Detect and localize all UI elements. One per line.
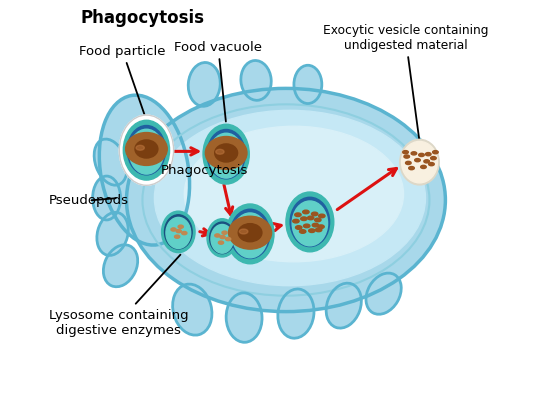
Text: Food particle: Food particle — [79, 44, 166, 118]
Ellipse shape — [290, 197, 330, 246]
Ellipse shape — [94, 139, 127, 185]
Ellipse shape — [119, 115, 174, 185]
Ellipse shape — [215, 144, 238, 162]
Ellipse shape — [405, 161, 411, 164]
Ellipse shape — [286, 192, 334, 252]
Ellipse shape — [226, 204, 274, 264]
Ellipse shape — [239, 229, 248, 234]
Ellipse shape — [182, 232, 187, 235]
Ellipse shape — [129, 129, 164, 174]
Ellipse shape — [92, 176, 121, 220]
Ellipse shape — [232, 213, 268, 258]
Ellipse shape — [400, 139, 439, 185]
Ellipse shape — [295, 213, 301, 216]
Ellipse shape — [176, 230, 181, 233]
Ellipse shape — [300, 230, 306, 233]
Text: Lysosome containing
digestive enzymes: Lysosome containing digestive enzymes — [49, 255, 188, 336]
Ellipse shape — [419, 153, 424, 156]
Ellipse shape — [218, 241, 224, 244]
Ellipse shape — [136, 145, 144, 150]
Ellipse shape — [103, 245, 138, 287]
Ellipse shape — [211, 224, 233, 253]
Ellipse shape — [238, 224, 262, 242]
Ellipse shape — [205, 136, 247, 170]
Ellipse shape — [366, 273, 401, 314]
Text: Exocytic vesicle containing
undigested material: Exocytic vesicle containing undigested m… — [323, 24, 489, 139]
Ellipse shape — [301, 217, 307, 220]
Ellipse shape — [184, 126, 404, 262]
Ellipse shape — [228, 216, 271, 249]
Text: Food vacuole: Food vacuole — [174, 40, 262, 122]
Ellipse shape — [424, 160, 429, 163]
Ellipse shape — [404, 155, 410, 158]
Ellipse shape — [304, 224, 310, 228]
Ellipse shape — [411, 152, 417, 155]
Ellipse shape — [319, 214, 325, 218]
Ellipse shape — [127, 126, 165, 175]
Ellipse shape — [162, 211, 195, 253]
Ellipse shape — [154, 110, 425, 286]
Ellipse shape — [135, 140, 158, 158]
Text: Phagocytosis: Phagocytosis — [160, 164, 248, 177]
Ellipse shape — [203, 124, 249, 184]
Ellipse shape — [226, 238, 231, 241]
Text: Pseudopods: Pseudopods — [48, 194, 128, 207]
Ellipse shape — [294, 65, 322, 104]
Ellipse shape — [164, 215, 192, 249]
Text: Phagocytosis: Phagocytosis — [81, 9, 205, 27]
Ellipse shape — [207, 219, 237, 257]
Ellipse shape — [97, 212, 128, 256]
Ellipse shape — [312, 223, 319, 227]
Ellipse shape — [209, 222, 234, 254]
Ellipse shape — [188, 62, 220, 106]
Ellipse shape — [421, 165, 426, 168]
Ellipse shape — [432, 150, 438, 154]
Ellipse shape — [175, 235, 180, 238]
Ellipse shape — [216, 149, 224, 154]
Ellipse shape — [230, 209, 270, 258]
Ellipse shape — [326, 283, 361, 328]
Ellipse shape — [222, 231, 227, 234]
Ellipse shape — [172, 284, 212, 335]
Ellipse shape — [295, 226, 302, 229]
Ellipse shape — [100, 95, 189, 245]
Ellipse shape — [425, 152, 431, 156]
Ellipse shape — [241, 60, 271, 100]
Ellipse shape — [308, 229, 315, 232]
Ellipse shape — [126, 132, 167, 166]
Ellipse shape — [314, 218, 321, 222]
Ellipse shape — [316, 228, 322, 232]
Ellipse shape — [220, 236, 225, 239]
Ellipse shape — [215, 234, 220, 237]
Ellipse shape — [302, 210, 309, 214]
Ellipse shape — [127, 88, 446, 312]
Ellipse shape — [207, 130, 245, 179]
Ellipse shape — [307, 216, 314, 220]
Ellipse shape — [171, 228, 176, 231]
Ellipse shape — [312, 212, 318, 216]
Ellipse shape — [318, 225, 324, 228]
Ellipse shape — [292, 201, 327, 246]
Ellipse shape — [278, 289, 314, 338]
Ellipse shape — [293, 219, 299, 223]
Ellipse shape — [178, 225, 183, 228]
Ellipse shape — [415, 158, 421, 162]
Ellipse shape — [123, 120, 170, 180]
Ellipse shape — [429, 162, 434, 166]
Ellipse shape — [226, 293, 262, 342]
Ellipse shape — [403, 150, 409, 154]
Ellipse shape — [409, 166, 415, 170]
Ellipse shape — [401, 142, 437, 183]
Ellipse shape — [166, 217, 191, 248]
Ellipse shape — [209, 133, 243, 178]
Ellipse shape — [431, 156, 436, 160]
